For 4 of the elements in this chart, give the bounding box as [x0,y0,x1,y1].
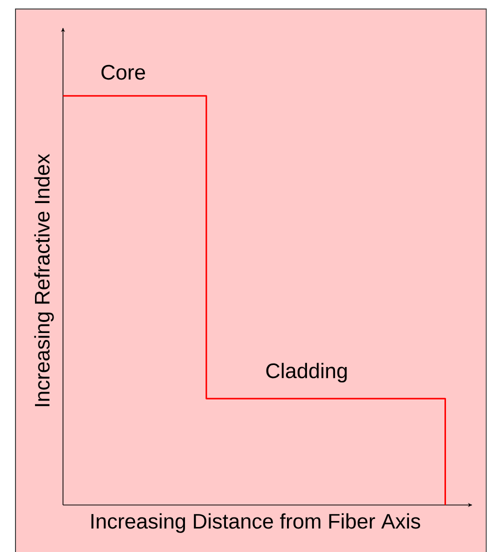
text: Core [102,64,146,80]
y-axis-title: Increasing Refractive Index [34,154,54,406]
annotation: Cladding [266,362,347,382]
x-axis-title: Increasing Distance from Fiber Axis [91,513,420,533]
